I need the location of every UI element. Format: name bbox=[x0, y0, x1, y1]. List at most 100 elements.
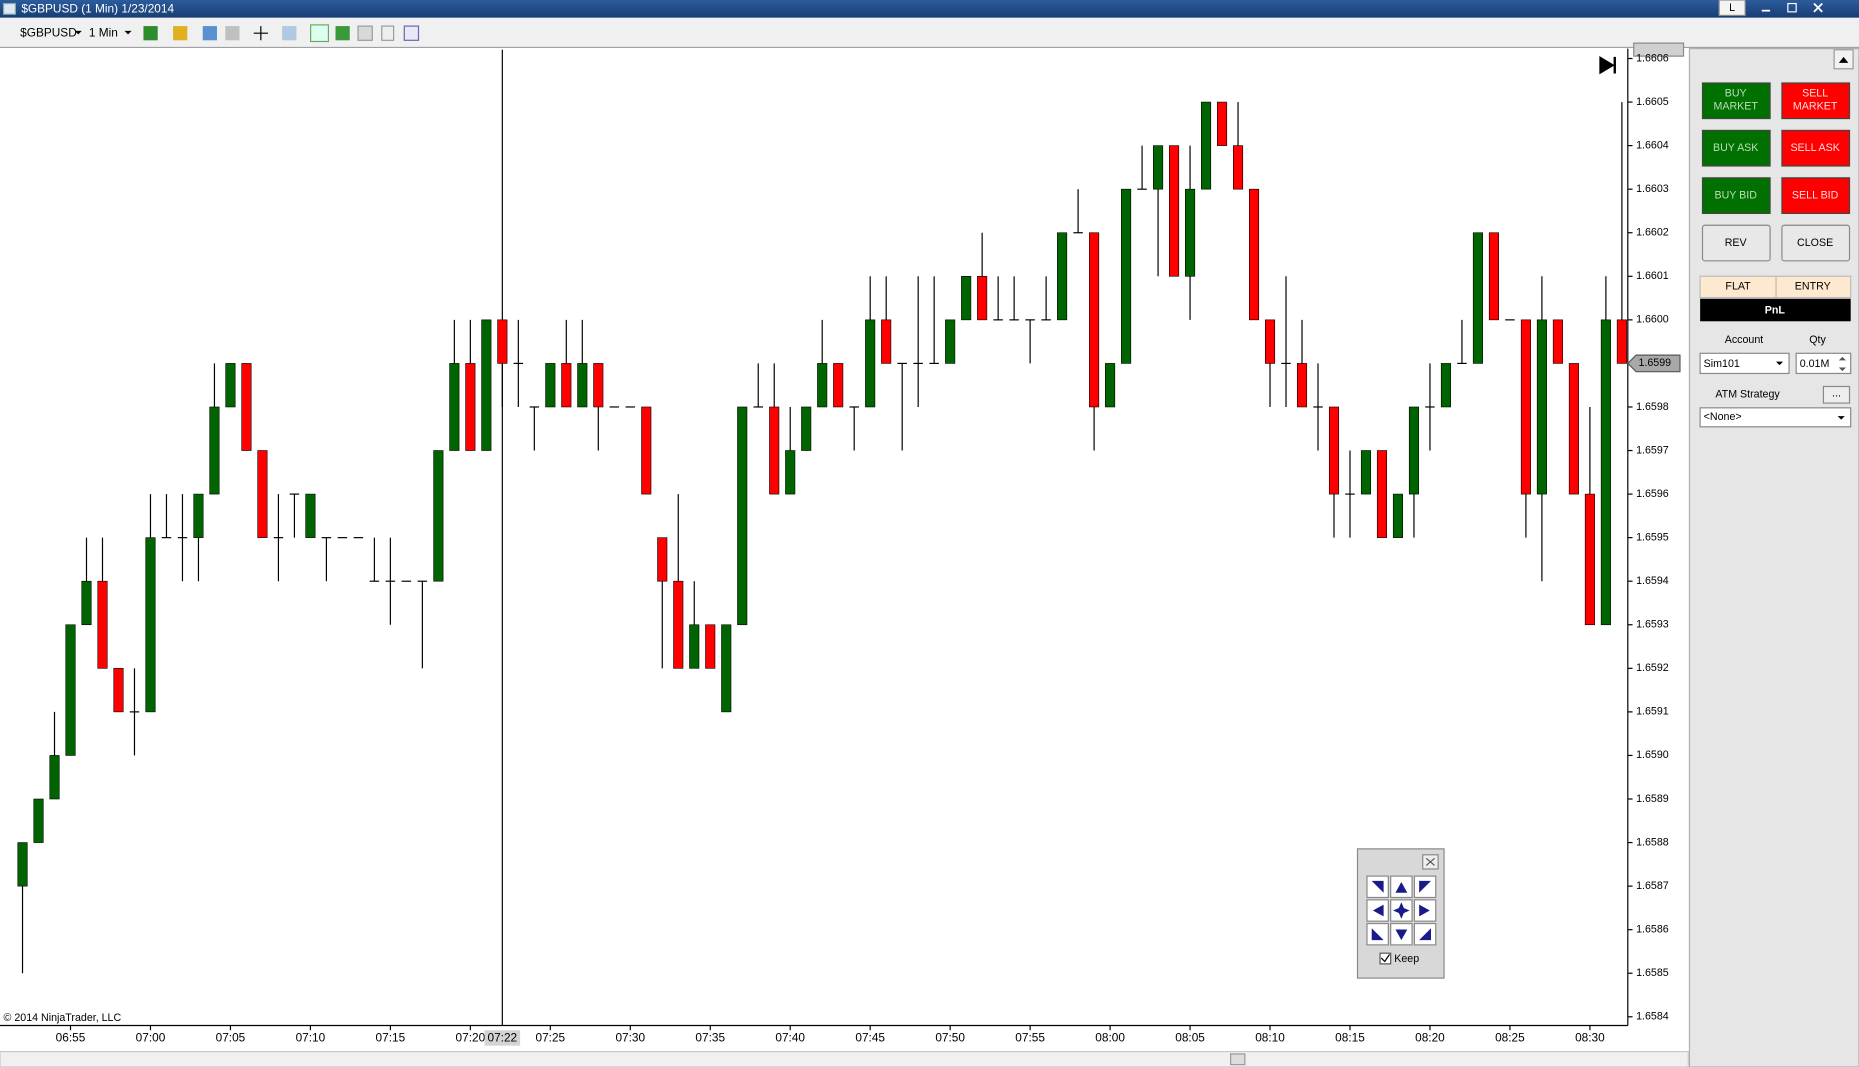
buy-ask-button[interactable] bbox=[1701, 129, 1771, 167]
arrow-icon[interactable] bbox=[1371, 880, 1384, 893]
atm-more-button[interactable] bbox=[1822, 385, 1851, 404]
arrow-icon[interactable] bbox=[1419, 880, 1432, 893]
arrow-icon[interactable] bbox=[1838, 56, 1849, 63]
atm-value[interactable]: <None> bbox=[1704, 411, 1742, 423]
arrow-icon[interactable] bbox=[1395, 882, 1408, 893]
candle-body bbox=[1520, 319, 1531, 495]
arrow-icon[interactable] bbox=[1419, 904, 1430, 917]
arrow-icon[interactable] bbox=[1371, 928, 1384, 941]
interval-selector[interactable]: 1 Min bbox=[89, 25, 118, 39]
arrow-icon[interactable] bbox=[1393, 902, 1410, 919]
arrow-icon[interactable] bbox=[1419, 928, 1432, 941]
y-tick-label: 1.6593 bbox=[1636, 619, 1669, 631]
window-icon[interactable] bbox=[403, 25, 420, 41]
y-tick-label: 1.6584 bbox=[1636, 1011, 1669, 1023]
dropdown-arrow[interactable] bbox=[1776, 361, 1784, 366]
account-value[interactable]: Sim101 bbox=[1704, 358, 1740, 370]
nav-arrows[interactable] bbox=[1371, 880, 1432, 941]
last-price-label: 1.6599 bbox=[1638, 357, 1671, 369]
x-tick-label: 06:55 bbox=[56, 1031, 86, 1045]
crosshair-icon[interactable] bbox=[253, 26, 268, 41]
candle-body bbox=[33, 798, 44, 843]
bar-type-icon[interactable] bbox=[143, 26, 158, 41]
sell-bid-button[interactable] bbox=[1781, 177, 1851, 214]
arrow-icon[interactable] bbox=[1372, 904, 1384, 917]
buy-market-button[interactable] bbox=[1701, 82, 1771, 120]
y-tick-label: 1.6604 bbox=[1636, 139, 1669, 151]
sell-market-label[interactable]: MARKET bbox=[1793, 101, 1838, 113]
account-dropdown[interactable] bbox=[1699, 352, 1790, 375]
indicator-icon[interactable] bbox=[202, 26, 217, 41]
candle-body bbox=[561, 363, 572, 408]
close-button[interactable] bbox=[1781, 224, 1851, 262]
sell-market-label[interactable]: SELL bbox=[1802, 87, 1828, 99]
candle-body bbox=[1392, 493, 1404, 538]
crosshair-label-box bbox=[484, 1030, 521, 1046]
data-box-icon[interactable] bbox=[335, 26, 350, 41]
horizontal-scrollbar[interactable] bbox=[0, 1050, 1689, 1067]
window-controls[interactable] bbox=[1761, 2, 1823, 13]
buy-ask-label[interactable]: BUY ASK bbox=[1713, 142, 1758, 154]
title-bar bbox=[0, 0, 1859, 18]
keep-checkbox[interactable] bbox=[1379, 952, 1392, 965]
candle-body bbox=[193, 493, 204, 538]
jump-to-end[interactable] bbox=[1599, 55, 1616, 75]
restore[interactable] bbox=[1787, 2, 1797, 13]
candle-body bbox=[1264, 319, 1276, 364]
print-icon[interactable] bbox=[381, 25, 395, 41]
properties-icon[interactable] bbox=[357, 25, 373, 41]
candle-body bbox=[81, 580, 92, 626]
buy-market-label[interactable]: MARKET bbox=[1713, 101, 1758, 113]
qty-value[interactable]: 0.01M bbox=[1800, 358, 1830, 370]
account-label: Account bbox=[1725, 334, 1764, 346]
candle-body bbox=[785, 450, 796, 495]
y-tick-label: 1.6592 bbox=[1636, 662, 1669, 674]
instrument-selector[interactable]: $GBPUSD bbox=[20, 25, 77, 39]
keep-label[interactable]: Keep bbox=[1394, 953, 1419, 965]
toolbar-icons[interactable] bbox=[143, 24, 420, 43]
candle-body bbox=[1185, 188, 1196, 277]
layout-button-label[interactable]: L bbox=[1729, 2, 1735, 14]
scroll-thumb[interactable] bbox=[1230, 1053, 1246, 1066]
dropdown-arrow[interactable] bbox=[1837, 416, 1845, 420]
y-tick-label: 1.6597 bbox=[1636, 444, 1669, 456]
strategy-icon[interactable] bbox=[225, 26, 240, 41]
plot: 1.6584 1.6585 1.6586 1.6587 1.6588 1.6589 1.65… bbox=[17, 42, 1685, 1046]
buy-bid-button[interactable] bbox=[1701, 177, 1771, 214]
x-tick-label: 07:25 bbox=[535, 1031, 565, 1045]
dropdown-arrow[interactable] bbox=[74, 30, 82, 35]
candle-body bbox=[305, 493, 316, 538]
draw-icon[interactable] bbox=[173, 26, 188, 41]
chart-trader-icon[interactable] bbox=[310, 24, 330, 43]
candle-body bbox=[545, 363, 556, 408]
atm-more-label[interactable]: ... bbox=[1832, 387, 1841, 399]
app-icon bbox=[2, 2, 17, 15]
spinner-arrows[interactable] bbox=[1838, 356, 1846, 372]
dropdown-arrow[interactable] bbox=[124, 30, 132, 35]
rev-button[interactable] bbox=[1701, 224, 1771, 262]
qty-spinner[interactable] bbox=[1795, 352, 1852, 375]
entry-label: ENTRY bbox=[1795, 281, 1831, 293]
atm-dropdown[interactable] bbox=[1699, 407, 1852, 428]
x-tick-label: 08:25 bbox=[1495, 1031, 1525, 1045]
x-tick-label: 07:40 bbox=[775, 1031, 805, 1045]
order-panel bbox=[1688, 48, 1859, 1067]
layout-button[interactable] bbox=[1718, 0, 1746, 17]
close-window[interactable] bbox=[1813, 2, 1823, 13]
buy-bid-label[interactable]: BUY BID bbox=[1714, 189, 1757, 201]
arrow-icon[interactable] bbox=[1395, 929, 1408, 941]
check-icon[interactable] bbox=[1380, 954, 1391, 963]
close-icon[interactable] bbox=[1425, 857, 1435, 866]
buy-market-label[interactable]: BUY bbox=[1725, 87, 1747, 99]
sell-ask-button[interactable] bbox=[1781, 129, 1851, 167]
zoom-icon[interactable] bbox=[282, 26, 297, 41]
sell-ask-label[interactable]: SELL ASK bbox=[1790, 142, 1839, 154]
rev-label[interactable]: REV bbox=[1725, 237, 1748, 249]
sell-bid-label[interactable]: SELL BID bbox=[1792, 189, 1839, 201]
sell-market-button[interactable] bbox=[1781, 82, 1851, 120]
candle-body bbox=[1376, 450, 1388, 538]
candle-body bbox=[865, 319, 876, 408]
candle-body bbox=[65, 624, 76, 756]
close-label[interactable]: CLOSE bbox=[1797, 237, 1833, 249]
